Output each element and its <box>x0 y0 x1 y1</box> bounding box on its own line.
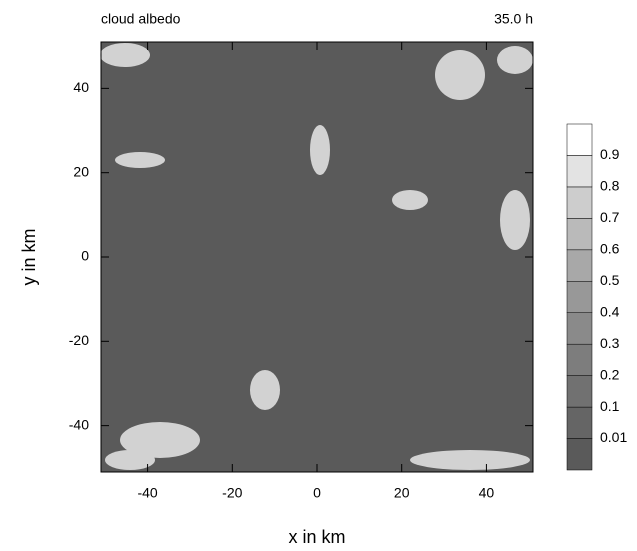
plot-area <box>101 42 533 472</box>
colorbar-label: 0.4 <box>600 303 620 319</box>
colorbar-label: 0.8 <box>600 178 620 194</box>
colorbar-label: 0.3 <box>600 335 620 351</box>
colorbar-label: 0.5 <box>600 272 620 288</box>
y-tick-label: 0 <box>81 248 89 264</box>
colorbar-label: 0.7 <box>600 209 620 225</box>
x-axis-label: x in km <box>288 527 345 547</box>
chart-title: cloud albedo <box>101 11 181 27</box>
x-tick-label: 0 <box>313 485 321 501</box>
chart-subtitle: 35.0 h <box>494 11 533 27</box>
colorbar-box <box>566 123 593 156</box>
x-tick-label: 20 <box>394 485 410 501</box>
colorbar-label: 0.1 <box>600 398 620 414</box>
colorbar-box <box>566 438 593 471</box>
colorbar-box <box>566 155 593 188</box>
y-tick-label: 40 <box>73 79 89 95</box>
colorbar-label: 0.6 <box>600 241 620 257</box>
colorbar-label: 0.01 <box>600 429 627 445</box>
x-tick-label: 40 <box>479 485 495 501</box>
colorbar-box <box>566 186 593 219</box>
colorbar-label: 0.9 <box>600 146 620 162</box>
colorbar-box <box>566 343 593 376</box>
colorbar-box <box>566 281 593 313</box>
y-axis-label: y in km <box>19 228 39 285</box>
x-tick-label: -40 <box>137 485 157 501</box>
colorbar-box <box>566 375 593 408</box>
colorbar-box <box>566 249 593 282</box>
y-tick-label: 20 <box>73 163 89 179</box>
colorbar-box <box>566 312 593 345</box>
colorbar-box <box>566 406 593 439</box>
colorbar-box <box>566 218 593 251</box>
x-tick-label: -20 <box>222 485 242 501</box>
y-tick-label: -40 <box>69 416 89 432</box>
cloud-texture <box>100 43 533 470</box>
colorbar-label: 0.2 <box>600 366 620 382</box>
y-tick-label: -20 <box>69 332 89 348</box>
